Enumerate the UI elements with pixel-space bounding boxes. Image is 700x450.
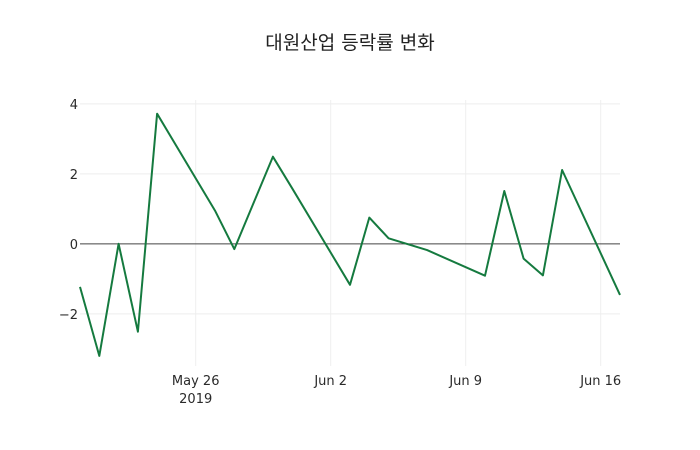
y-tick-label: 4 [70, 98, 78, 113]
x-tick-label: Jun 9 [448, 374, 482, 389]
y-gridlines [80, 103, 620, 315]
x-gridlines [195, 100, 602, 366]
y-axis-tick-labels: −2 0 2 4 [59, 98, 78, 323]
chart-title: 대원산업 등락률 변화 [265, 32, 435, 54]
x-tick-label: Jun 16 [579, 374, 621, 389]
x-tick-label: Jun 2 [313, 374, 347, 389]
y-tick-label: 2 [70, 168, 78, 183]
series-line [79, 112, 621, 357]
y-tick-label: −2 [59, 308, 78, 323]
x-tick-label: 2019 [179, 392, 212, 407]
x-tick-label: May 26 [172, 374, 220, 389]
y-tick-label: 0 [70, 238, 78, 253]
x-axis-tick-labels: May 26 2019 Jun 2 Jun 9 Jun 16 [172, 374, 621, 407]
